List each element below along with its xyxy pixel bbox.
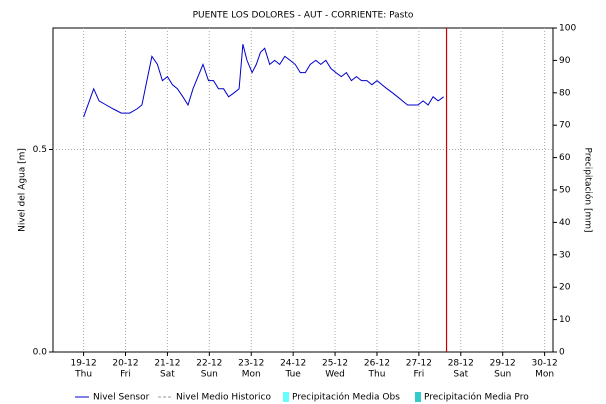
- y-tick-label: 0.0: [33, 348, 48, 358]
- x-tick-weekday: Wed: [325, 370, 345, 380]
- legend-label: Precipitación Media Obs: [292, 392, 400, 403]
- x-tick-weekday: Fri: [414, 370, 425, 380]
- x-tick-label: 23-12: [238, 359, 264, 369]
- x-tick-label: 30-12: [532, 359, 558, 369]
- legend-label: Precipitación Media Pro: [424, 392, 529, 403]
- x-tick-label: 27-12: [406, 359, 432, 369]
- x-tick-label: 29-12: [490, 359, 516, 369]
- x-tick-label: 19-12: [71, 359, 97, 369]
- x-tick-label: 22-12: [196, 359, 222, 369]
- x-tick-weekday: Sun: [201, 370, 218, 380]
- x-tick-label: 20-12: [112, 359, 138, 369]
- x-tick-weekday: Sun: [494, 370, 511, 380]
- legend-label: Nivel Medio Historico: [176, 393, 271, 403]
- x-tick-label: 21-12: [154, 359, 180, 369]
- x-tick-weekday: Sat: [453, 370, 468, 380]
- x-tick-label: 25-12: [322, 359, 348, 369]
- x-tick-weekday: Tue: [284, 370, 301, 380]
- legend-label: Nivel Sensor: [93, 393, 150, 403]
- sensor-line: [83, 44, 444, 118]
- x-tick-weekday: Mon: [242, 370, 261, 380]
- y2-tick-label: 50: [559, 186, 571, 196]
- x-tick-label: 28-12: [448, 359, 474, 369]
- y2-tick-label: 80: [559, 88, 571, 98]
- x-tick-weekday: Thu: [74, 370, 92, 380]
- y2-tick-label: 60: [559, 153, 571, 163]
- y2-tick-label: 100: [559, 24, 576, 34]
- x-tick-label: 26-12: [364, 359, 390, 369]
- x-tick-weekday: Sat: [160, 370, 175, 380]
- x-tick-label: 24-12: [280, 359, 306, 369]
- y2-tick-label: 20: [559, 283, 571, 293]
- y2-tick-label: 90: [559, 56, 571, 66]
- x-tick-weekday: Fri: [120, 370, 131, 380]
- chart-title: PUENTE LOS DOLORES - AUT - CORRIENTE: Pa…: [193, 11, 414, 21]
- y2-tick-label: 40: [559, 218, 571, 228]
- x-tick-weekday: Mon: [535, 370, 554, 380]
- y-axis-title: Nivel del Agua [m]: [18, 148, 28, 232]
- y2-tick-label: 10: [559, 315, 571, 325]
- legend-swatch: [283, 392, 289, 402]
- y2-axis-title: Precipitación [mm]: [583, 147, 594, 232]
- plot-frame: [52, 27, 554, 353]
- legend-swatch: [415, 392, 421, 402]
- y-tick-label: 0.5: [33, 145, 47, 155]
- y2-tick-label: 0: [559, 348, 565, 358]
- y2-tick-label: 30: [559, 250, 571, 260]
- y2-tick-label: 70: [559, 121, 571, 131]
- x-tick-weekday: Thu: [368, 370, 386, 380]
